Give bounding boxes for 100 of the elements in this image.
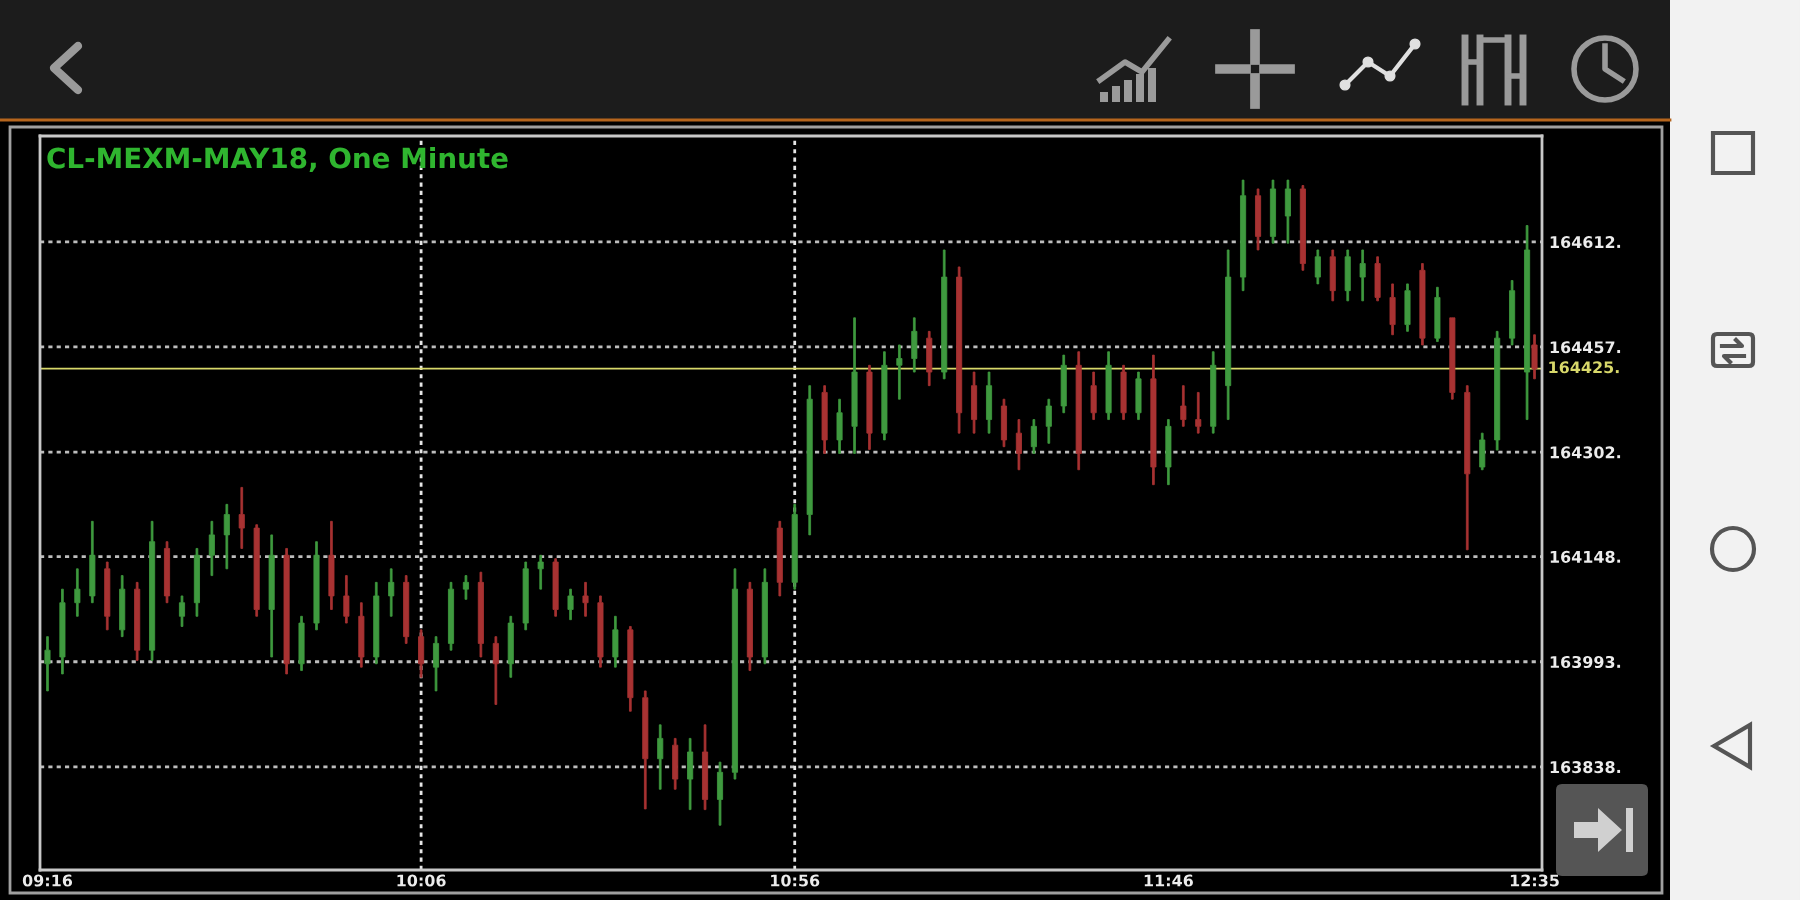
candlestick: [1240, 179, 1247, 292]
candlestick: [1464, 385, 1471, 551]
candlestick: [851, 317, 858, 454]
candlestick: [298, 615, 305, 671]
candlestick: [433, 636, 440, 692]
candlestick: [104, 561, 111, 631]
candlestick: [881, 351, 888, 441]
candlestick: [1374, 256, 1381, 302]
candlestick: [149, 520, 156, 661]
y-tick-label: 163993.: [1550, 655, 1621, 669]
x-tick-label: 10:06: [397, 874, 446, 887]
candlestick: [537, 554, 544, 590]
candlestick: [1015, 419, 1022, 471]
candlestick: [1299, 185, 1306, 271]
candlestick: [1314, 249, 1321, 285]
candlestick: [1030, 419, 1037, 454]
candlestick: [986, 371, 993, 434]
candlestick: [223, 503, 230, 570]
chart-title: CL-MEXM-MAY18, One Minute: [47, 147, 508, 173]
candlestick: [253, 524, 260, 617]
candlestick: [238, 486, 245, 549]
candlestick: [911, 317, 918, 373]
candlestick: [1105, 351, 1112, 420]
y-tick-label: 164612.: [1550, 236, 1621, 249]
candlestick: [1225, 249, 1232, 420]
candlestick: [164, 541, 171, 604]
x-tick-label: 11:46: [1144, 874, 1193, 887]
candlestick: [313, 541, 320, 631]
candlestick: [89, 520, 96, 604]
candlestick: [806, 385, 813, 536]
candlestick: [1434, 286, 1441, 342]
candlestick: [657, 724, 664, 790]
candlestick: [1120, 364, 1127, 420]
candlestick: [1389, 283, 1396, 336]
candlestick: [283, 548, 290, 675]
candlestick: [1045, 398, 1052, 444]
candlestick: [507, 615, 514, 678]
candlestick: [1479, 432, 1486, 471]
candlestick: [403, 575, 410, 644]
candlestick: [1075, 351, 1082, 471]
candlestick: [1060, 354, 1067, 414]
candlestick: [44, 636, 51, 692]
candlestick: [791, 503, 798, 590]
candlestick: [941, 249, 948, 380]
candlestick: [836, 398, 843, 454]
x-tick-label: 10:56: [771, 874, 820, 887]
candlestick: [582, 581, 589, 617]
candlestick: [358, 602, 365, 668]
candlestick: [1344, 249, 1351, 302]
candlestick: [1210, 351, 1217, 434]
candlestick: [612, 615, 619, 668]
candlestick: [971, 371, 978, 434]
candlestick: [1090, 371, 1097, 420]
candlestick: [956, 266, 963, 434]
y-tick-label: 163838.: [1550, 761, 1621, 774]
candlestick: [687, 737, 694, 811]
candlestick: [776, 520, 783, 597]
candlestick: [328, 520, 335, 610]
candlestick: [1509, 280, 1516, 346]
candlestick: [1255, 188, 1262, 251]
candlestick: [896, 344, 903, 400]
candlestick: [462, 575, 469, 600]
candlestick: [1165, 419, 1172, 486]
candlestick: [1135, 371, 1142, 420]
candlestick: [1150, 354, 1157, 486]
candlestick: [59, 588, 66, 675]
candlestick: [477, 571, 484, 658]
candlestick: [926, 330, 933, 387]
candlestick: [74, 568, 81, 617]
candlestick: [717, 761, 724, 826]
candlestick: [1419, 263, 1426, 346]
ref-line-label: 164425.: [1549, 361, 1619, 374]
candlestick: [552, 558, 559, 617]
candlestick: [178, 595, 186, 627]
candlestick: [447, 581, 455, 651]
candlestick: [1494, 330, 1501, 451]
candlestick: [119, 575, 126, 638]
candlestick: [1000, 398, 1007, 448]
candlestick: [343, 575, 350, 624]
x-tick-label: 12:35: [1510, 874, 1559, 887]
candlestick: [672, 737, 679, 790]
candlestick: [1449, 317, 1456, 400]
candlestick: [1329, 249, 1336, 302]
y-tick-label: 164457.: [1550, 341, 1621, 354]
candlestick: [821, 385, 828, 454]
candlestick: [702, 724, 709, 811]
candlestick: [1195, 392, 1202, 434]
candlestick: [746, 581, 753, 671]
candlestick: [627, 626, 634, 712]
candlestick: [134, 581, 141, 661]
candlestick: [1359, 249, 1366, 302]
candlestick: [522, 561, 529, 631]
y-tick-label: 164302.: [1550, 446, 1621, 459]
candlestick: [418, 629, 425, 678]
candlestick: [731, 568, 738, 780]
y-tick-label: 164148.: [1550, 550, 1621, 563]
candlestick: [761, 568, 768, 665]
candlestick: [268, 534, 275, 658]
candlestick: [567, 588, 574, 621]
candlestick: [373, 581, 380, 665]
